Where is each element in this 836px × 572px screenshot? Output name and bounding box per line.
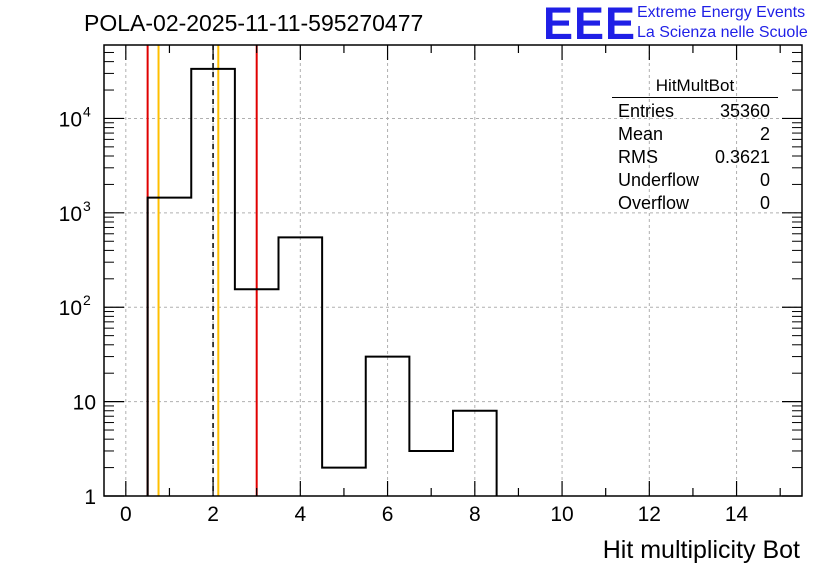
- logo-subtitle-line1: Extreme Energy Events: [637, 4, 806, 21]
- y-tick-label: 10: [73, 392, 96, 415]
- stats-row: Overflow 0: [612, 192, 778, 215]
- y-tick-label: 10: [59, 108, 82, 131]
- stats-value: 35360: [719, 101, 770, 121]
- stats-row: Underflow 0: [612, 169, 778, 192]
- stats-title: HitMultBot: [612, 76, 778, 98]
- eee-logo: EEE: [543, 0, 637, 49]
- grid: [104, 45, 802, 496]
- reference-lines: [146, 45, 258, 496]
- x-tick-label: 2: [207, 503, 219, 526]
- logo-subtitle-line2: La Scienza nelle Scuole: [637, 24, 808, 41]
- y-tick-exponent: 4: [83, 103, 91, 119]
- x-tick-label: 10: [550, 503, 573, 526]
- plot-frame: [103, 44, 803, 497]
- stats-value: 0.3621: [714, 147, 770, 167]
- stats-row: Entries 35360: [612, 100, 778, 123]
- histogram-outline: [146, 67, 498, 496]
- stats-value: 0: [759, 193, 770, 213]
- x-tick-label: 6: [382, 503, 394, 526]
- x-tick-label: 4: [294, 503, 306, 526]
- y-tick-label: 10: [59, 203, 82, 226]
- stats-box: HitMultBot Entries 35360 Mean 2 RMS 0.3621 Und…: [612, 76, 778, 215]
- histogram: [146, 67, 498, 496]
- stats-label: Mean: [618, 124, 664, 144]
- stats-row: RMS 0.3621: [612, 146, 778, 169]
- stats-value: 2: [759, 124, 770, 144]
- y-tick-exponent: 3: [83, 198, 91, 214]
- y-tick-exponent: 2: [83, 292, 91, 308]
- stats-value: 0: [759, 170, 770, 190]
- x-axis-label: Hit multiplicity Bot: [602, 536, 800, 564]
- y-tick-label: 1: [84, 486, 96, 509]
- x-tick-label: 0: [120, 503, 132, 526]
- stats-row: Mean 2: [612, 123, 778, 146]
- x-tick-label: 14: [725, 503, 749, 526]
- y-tick-label: 10: [59, 297, 82, 320]
- stats-rows: Entries 35360 Mean 2 RMS 0.3621 Underflow 0 Over…: [612, 100, 778, 215]
- stats-label: Underflow: [618, 170, 700, 190]
- stats-label: Overflow: [618, 193, 690, 213]
- x-tick-label: 12: [638, 503, 661, 526]
- x-tick-label: 8: [469, 503, 481, 526]
- stats-label: RMS: [618, 147, 658, 167]
- chart-title: POLA-02-2025-11-11-595270477: [84, 10, 424, 36]
- stats-label: Entries: [618, 101, 675, 121]
